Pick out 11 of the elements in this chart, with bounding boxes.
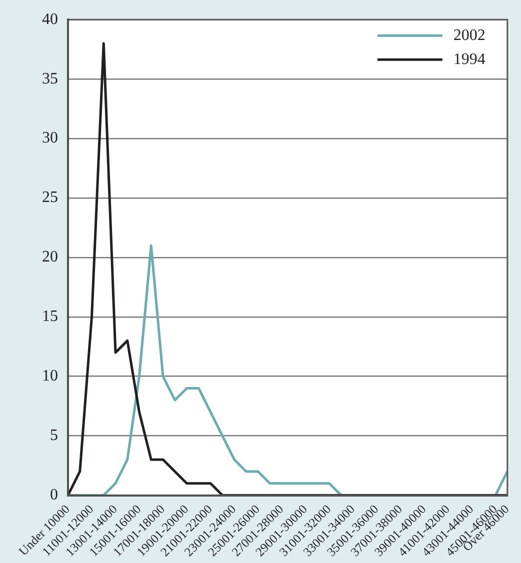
legend-label: 1994 xyxy=(453,50,486,68)
y-tick-label: 10 xyxy=(42,368,58,385)
y-tick-label: 40 xyxy=(42,10,58,28)
y-tick-label: 35 xyxy=(42,70,58,88)
y-tick-label: 15 xyxy=(42,308,58,326)
y-tick-label: 20 xyxy=(42,248,58,266)
y-tick-label: 30 xyxy=(42,130,58,147)
y-tick-label: 5 xyxy=(50,427,58,444)
y-tick-label: 0 xyxy=(50,486,58,504)
y-tick-label: 25 xyxy=(42,189,58,206)
legend-label: 2002 xyxy=(453,26,486,44)
